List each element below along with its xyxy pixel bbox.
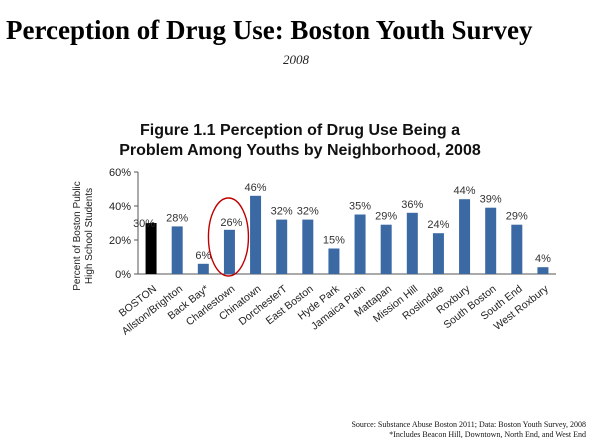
bar	[197, 263, 209, 274]
bar	[432, 233, 444, 274]
source-footnote: *Includes Beacon Hill, Downtown, North E…	[389, 430, 586, 439]
y-tick-label: 60%	[109, 167, 131, 179]
bar	[380, 224, 392, 274]
bar	[276, 219, 288, 274]
bar	[223, 229, 235, 274]
bar	[145, 223, 157, 274]
y-axis-title-line-1: Percent of Boston Public	[72, 181, 83, 291]
bar-value-label: 26%	[220, 217, 242, 229]
bar-value-label: 6%	[195, 250, 211, 262]
bar	[537, 267, 549, 274]
bar-value-label: 4%	[535, 253, 551, 265]
y-axis-title-line-2: High School Students	[84, 188, 95, 284]
bar	[406, 212, 418, 274]
bar-value-label: 36%	[401, 199, 423, 211]
bar	[250, 195, 262, 274]
chart-annotations	[207, 197, 250, 277]
bar-value-label: 30%	[133, 218, 155, 230]
bar	[485, 207, 497, 274]
bar-value-label: 24%	[427, 219, 449, 231]
bar	[328, 248, 340, 274]
bar-value-label: 44%	[454, 185, 476, 197]
bar-value-label: 29%	[506, 211, 528, 223]
bar	[459, 199, 471, 274]
source-citation: Source: Substance Abuse Boston 2011; Dat…	[351, 420, 586, 429]
y-axis-title: Percent of Boston Public High School Stu…	[72, 181, 95, 291]
y-tick-label: 20%	[109, 235, 131, 247]
bar-value-label: 46%	[245, 182, 267, 194]
chart-bars	[145, 195, 549, 274]
slide-year: 2008	[283, 52, 309, 67]
bar-value-label: 39%	[480, 194, 502, 206]
chart-title: Figure 1.1 Perception of Drug Use Being …	[70, 121, 530, 161]
bar-value-label: 29%	[375, 211, 397, 223]
bar	[302, 219, 314, 274]
bar	[171, 226, 183, 274]
chart-title-line-1: Figure 1.1 Perception of Drug Use Being …	[139, 122, 461, 139]
y-tick-label: 40%	[109, 201, 131, 213]
slide-title: Perception of Drug Use: Boston Youth Sur…	[6, 15, 533, 45]
bar	[511, 224, 523, 274]
bar-value-label: 15%	[323, 235, 345, 247]
bar-value-label: 35%	[349, 201, 371, 213]
bar-value-label: 28%	[166, 212, 188, 224]
highlight-circle	[207, 197, 250, 277]
bar-value-label: 32%	[271, 206, 293, 218]
y-tick-label: 0%	[115, 269, 131, 281]
bar	[354, 214, 366, 274]
chart-title-line-2: Problem Among Youths by Neighborhood, 20…	[119, 142, 481, 159]
chart-value-labels: 30% 28% 6% 26% 46% 32% 32% 15% 35% 29% 36% 24% 44% 39…	[133, 182, 551, 265]
bar-value-label: 32%	[297, 206, 319, 218]
